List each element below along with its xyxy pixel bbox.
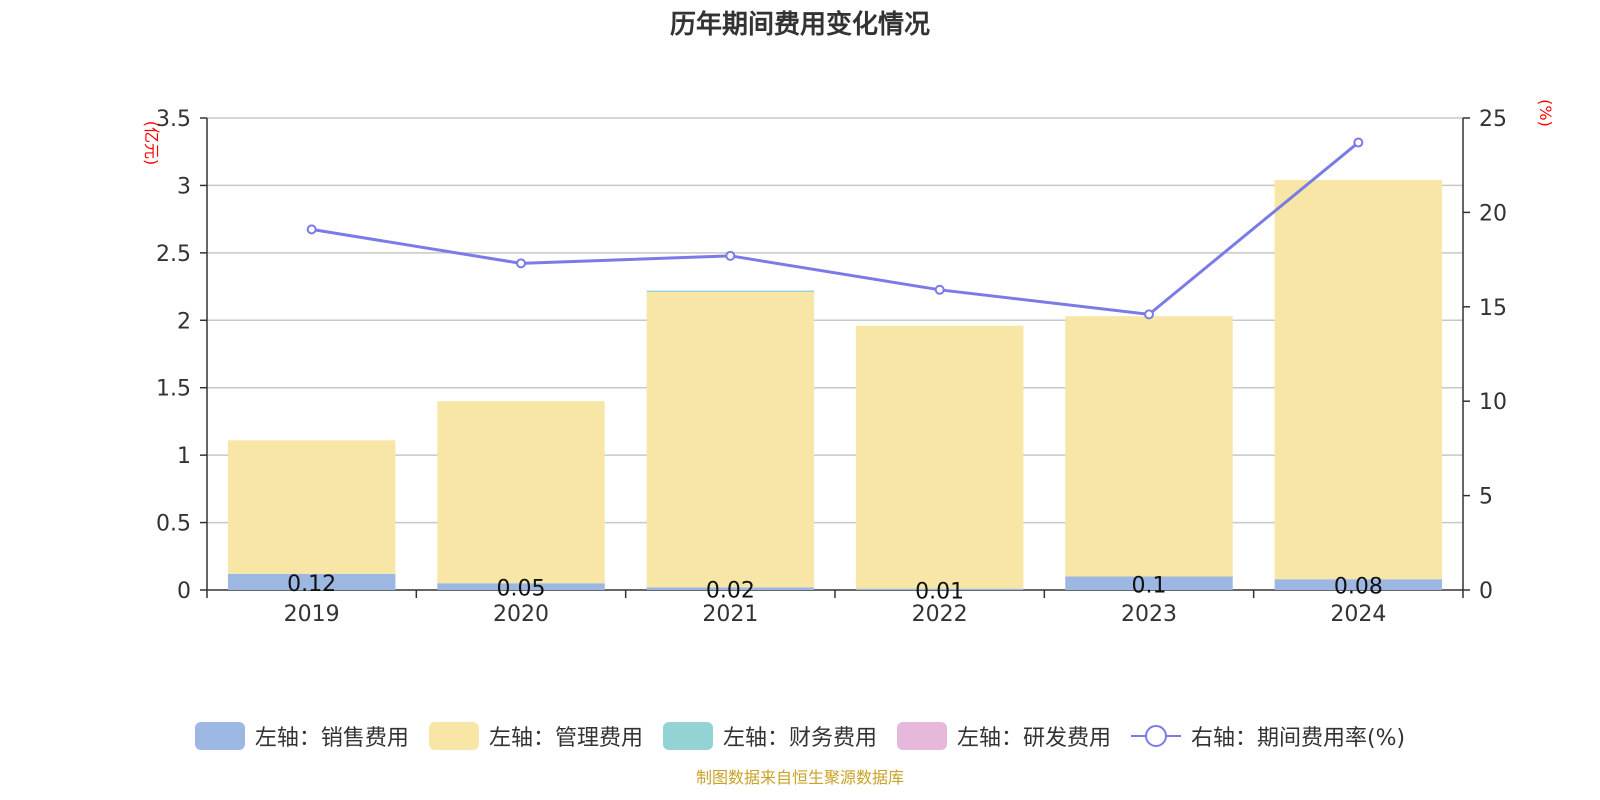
legend-item-sales[interactable]: 左轴：销售费用 (194, 720, 409, 752)
bar-sales (646, 587, 815, 590)
legend-label-finance: 左轴：财务费用 (722, 726, 877, 751)
x-axis-tick-label: 2019 (284, 602, 340, 627)
legend-label-admin: 左轴：管理费用 (488, 726, 643, 751)
legend-swatch-finance (662, 722, 713, 750)
bar-sales (855, 588, 1024, 590)
right-axis-tick-label: 10 (1479, 390, 1507, 415)
rate-point (516, 258, 526, 269)
bar-data-label: 0.05 (497, 577, 546, 602)
bar-admin (855, 325, 1024, 589)
right-axis-unit-label: (%) (1536, 99, 1555, 127)
x-axis-tick-label: 2022 (912, 602, 968, 627)
left-axis-tick-label: 2.5 (156, 242, 191, 267)
left-axis-tick-label: 3.5 (156, 107, 191, 132)
legend-label-rate: 右轴：期间费用率(%) (1190, 726, 1406, 751)
right-axis-tick-label: 25 (1479, 107, 1507, 132)
bar-admin (1065, 316, 1233, 577)
left-axis-tick-label: 3 (177, 174, 191, 199)
legend-item-admin[interactable]: 左轴：管理费用 (428, 720, 643, 752)
x-axis-tick-label: 2024 (1330, 602, 1386, 627)
rate-line (311, 141, 1360, 316)
bar-data-label: 0.1 (1132, 573, 1167, 598)
legend-swatch-sales (194, 722, 245, 750)
legend-item-finance[interactable]: 左轴：财务费用 (662, 720, 877, 752)
bar-admin (646, 291, 815, 588)
bar-data-label: 0.01 (915, 579, 964, 604)
bar-sales (1065, 576, 1233, 590)
bar-finance (646, 290, 815, 292)
bar-data-label: 0.12 (287, 572, 336, 597)
legend-line-circle-icon (1130, 725, 1181, 747)
rate-point (306, 224, 317, 235)
x-axis-tick-label: 2023 (1121, 602, 1177, 627)
rate-point (934, 284, 945, 295)
bar-admin (227, 440, 396, 574)
legend-item-rnd[interactable]: 左轴：研发费用 (896, 720, 1111, 752)
legend-swatch-admin (428, 722, 479, 750)
right-axis-tick-label: 0 (1479, 579, 1493, 604)
rate-point (1144, 309, 1154, 320)
data-source-footer: 制图数据来自恒生聚源数据库 (695, 768, 904, 787)
bar-data-label: 0.08 (1334, 575, 1383, 600)
bar-admin (1274, 180, 1443, 580)
rate-point (725, 250, 736, 261)
right-axis-tick-label: 5 (1479, 485, 1493, 510)
legend: 左轴：销售费用 左轴：管理费用 左轴：财务费用 左轴：研发费用 右轴：期间费用率… (0, 720, 1600, 752)
legend-label-rnd: 左轴：研发费用 (956, 726, 1111, 751)
left-axis-tick-label: 2 (177, 309, 191, 334)
bar-data-label: 0.02 (706, 579, 755, 604)
bar-sales (1274, 579, 1443, 590)
bar-sales (227, 573, 396, 590)
left-axis-tick-label: 0.5 (156, 512, 191, 537)
left-axis-tick-label: 1 (177, 444, 191, 469)
right-axis-tick-label: 15 (1479, 296, 1507, 321)
left-axis-tick-label: 1.5 (156, 377, 191, 402)
legend-swatch-rnd (896, 722, 947, 750)
legend-item-rate[interactable]: 右轴：期间费用率(%) (1130, 720, 1406, 752)
chart-title: 历年期间费用变化情况 (669, 10, 930, 40)
left-axis-unit-label: (亿元) (142, 121, 161, 166)
legend-label-sales: 左轴：销售费用 (254, 726, 409, 751)
x-axis-tick-label: 2021 (702, 602, 758, 627)
rate-point (1353, 137, 1364, 148)
left-axis-tick-label: 0 (177, 579, 191, 604)
right-axis-tick-label: 20 (1479, 201, 1507, 226)
chart-area: 0 0.5 1 1.5 2 2.5 3 3.5 0 5 10 15 20 25 (亿元) (%) 2019 202… (142, 99, 1555, 627)
bar-sales (437, 583, 605, 590)
x-axis-tick-label: 2020 (493, 602, 549, 627)
bar-admin (437, 401, 605, 584)
